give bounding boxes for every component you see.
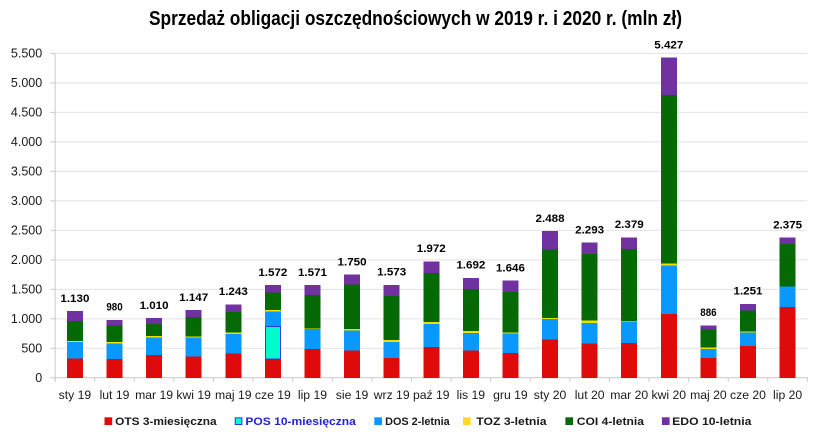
svg-text:1.646: 1.646 — [496, 262, 525, 274]
svg-text:500: 500 — [21, 342, 42, 356]
svg-text:lut 20: lut 20 — [575, 388, 605, 402]
svg-text:2.293: 2.293 — [575, 224, 604, 236]
svg-text:DOS 2-letnia: DOS 2-letnia — [385, 416, 450, 428]
svg-text:3.500: 3.500 — [11, 165, 42, 179]
svg-text:1.972: 1.972 — [417, 243, 446, 255]
svg-text:sty 20: sty 20 — [534, 388, 567, 402]
svg-text:maj 19: maj 19 — [215, 388, 252, 402]
svg-text:0: 0 — [35, 371, 42, 385]
svg-text:TOZ 3-letnia: TOZ 3-letnia — [476, 416, 547, 428]
svg-text:1.573: 1.573 — [377, 267, 406, 279]
svg-text:lis 19: lis 19 — [457, 388, 486, 402]
svg-text:886: 886 — [700, 307, 716, 319]
svg-text:1.251: 1.251 — [734, 286, 763, 298]
svg-text:2.500: 2.500 — [11, 224, 42, 238]
svg-text:kwi 20: kwi 20 — [652, 388, 687, 402]
svg-text:sie 19: sie 19 — [336, 388, 369, 402]
svg-text:gru 19: gru 19 — [493, 388, 528, 402]
svg-text:EDO 10-letnia: EDO 10-letnia — [672, 416, 752, 428]
svg-text:2.375: 2.375 — [773, 219, 802, 231]
svg-text:Sprzedaż obligacji oszczędnośc: Sprzedaż obligacji oszczędnościowych w 2… — [149, 8, 682, 30]
svg-text:5.000: 5.000 — [11, 76, 42, 90]
svg-text:maj 20: maj 20 — [690, 388, 727, 402]
svg-text:1.147: 1.147 — [179, 292, 208, 304]
svg-text:1.130: 1.130 — [60, 293, 89, 305]
svg-text:1.571: 1.571 — [298, 267, 327, 279]
svg-text:mar 20: mar 20 — [610, 388, 648, 402]
svg-text:2.000: 2.000 — [11, 253, 42, 267]
svg-text:2.488: 2.488 — [536, 213, 565, 225]
svg-text:wrz 19: wrz 19 — [373, 388, 410, 402]
svg-text:3.000: 3.000 — [11, 194, 42, 208]
svg-text:lip 19: lip 19 — [298, 388, 327, 402]
svg-text:1.500: 1.500 — [11, 283, 42, 297]
svg-text:POS 10-miesięczna: POS 10-miesięczna — [245, 416, 356, 428]
svg-text:1.243: 1.243 — [219, 286, 248, 298]
svg-text:OTS 3-miesięczna: OTS 3-miesięczna — [115, 416, 217, 428]
svg-text:COI 4-letnia: COI 4-letnia — [577, 416, 645, 428]
svg-text:1.000: 1.000 — [11, 312, 42, 326]
svg-text:kwi 19: kwi 19 — [176, 388, 211, 402]
svg-text:4.500: 4.500 — [11, 106, 42, 120]
svg-text:cze 19: cze 19 — [255, 388, 291, 402]
svg-text:1.692: 1.692 — [456, 260, 485, 272]
svg-text:5.427: 5.427 — [654, 39, 683, 51]
svg-text:980: 980 — [106, 302, 122, 314]
svg-text:1.750: 1.750 — [338, 256, 367, 268]
svg-text:cze 20: cze 20 — [730, 388, 766, 402]
svg-text:5.500: 5.500 — [11, 47, 42, 61]
svg-text:sty 19: sty 19 — [59, 388, 92, 402]
svg-text:2.379: 2.379 — [615, 219, 644, 231]
svg-text:mar 19: mar 19 — [135, 388, 173, 402]
svg-text:paź 19: paź 19 — [413, 388, 450, 402]
svg-text:4.000: 4.000 — [11, 135, 42, 149]
svg-text:lip 20: lip 20 — [773, 388, 802, 402]
svg-text:lut 19: lut 19 — [100, 388, 130, 402]
svg-text:1.572: 1.572 — [258, 267, 287, 279]
svg-text:1.010: 1.010 — [140, 300, 169, 312]
